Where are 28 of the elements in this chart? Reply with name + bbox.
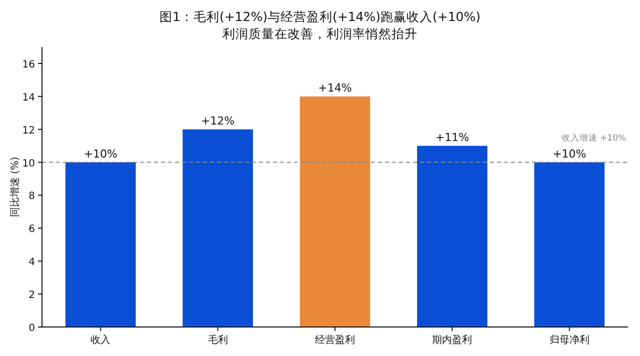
y-tick-label: 8 [28, 191, 35, 202]
data-label: +12% [200, 114, 235, 128]
x-tick-label: 经营盈利 [315, 334, 355, 346]
data-label: +14% [318, 81, 352, 94]
x-tick-label: 毛利 [208, 334, 228, 346]
chart-title: 图1：毛利(+12%)与经营盈利(+14%)跑赢收入(+10%) [160, 9, 480, 24]
ref-line-label: 收入增速 +10% [561, 132, 626, 144]
data-label: +10% [552, 147, 586, 160]
y-tick-label: 12 [22, 125, 35, 136]
y-tick-label: 2 [28, 290, 35, 302]
data-label: +11% [435, 130, 470, 144]
y-tick-label: 14 [22, 92, 35, 104]
y-tick-label: 6 [28, 224, 35, 236]
chart-subtitle: 利润质量在改善，利润率悄然抬升 [222, 26, 418, 41]
bar [417, 146, 488, 327]
bar [300, 96, 370, 327]
x-tick-label: 收入 [90, 334, 111, 346]
x-tick-label: 期内盈利 [432, 334, 472, 346]
data-label: +10% [84, 147, 118, 160]
y-tick-label: 4 [28, 257, 35, 268]
bar [534, 162, 605, 327]
y-tick-label: 0 [28, 323, 35, 334]
y-axis-title: 同比增速 (%) [9, 156, 21, 218]
y-tick-label: 16 [22, 59, 35, 70]
y-tick-label: 10 [22, 158, 35, 170]
bar [182, 129, 253, 327]
x-tick-label: 归母净利 [549, 334, 590, 346]
bar [65, 162, 136, 327]
